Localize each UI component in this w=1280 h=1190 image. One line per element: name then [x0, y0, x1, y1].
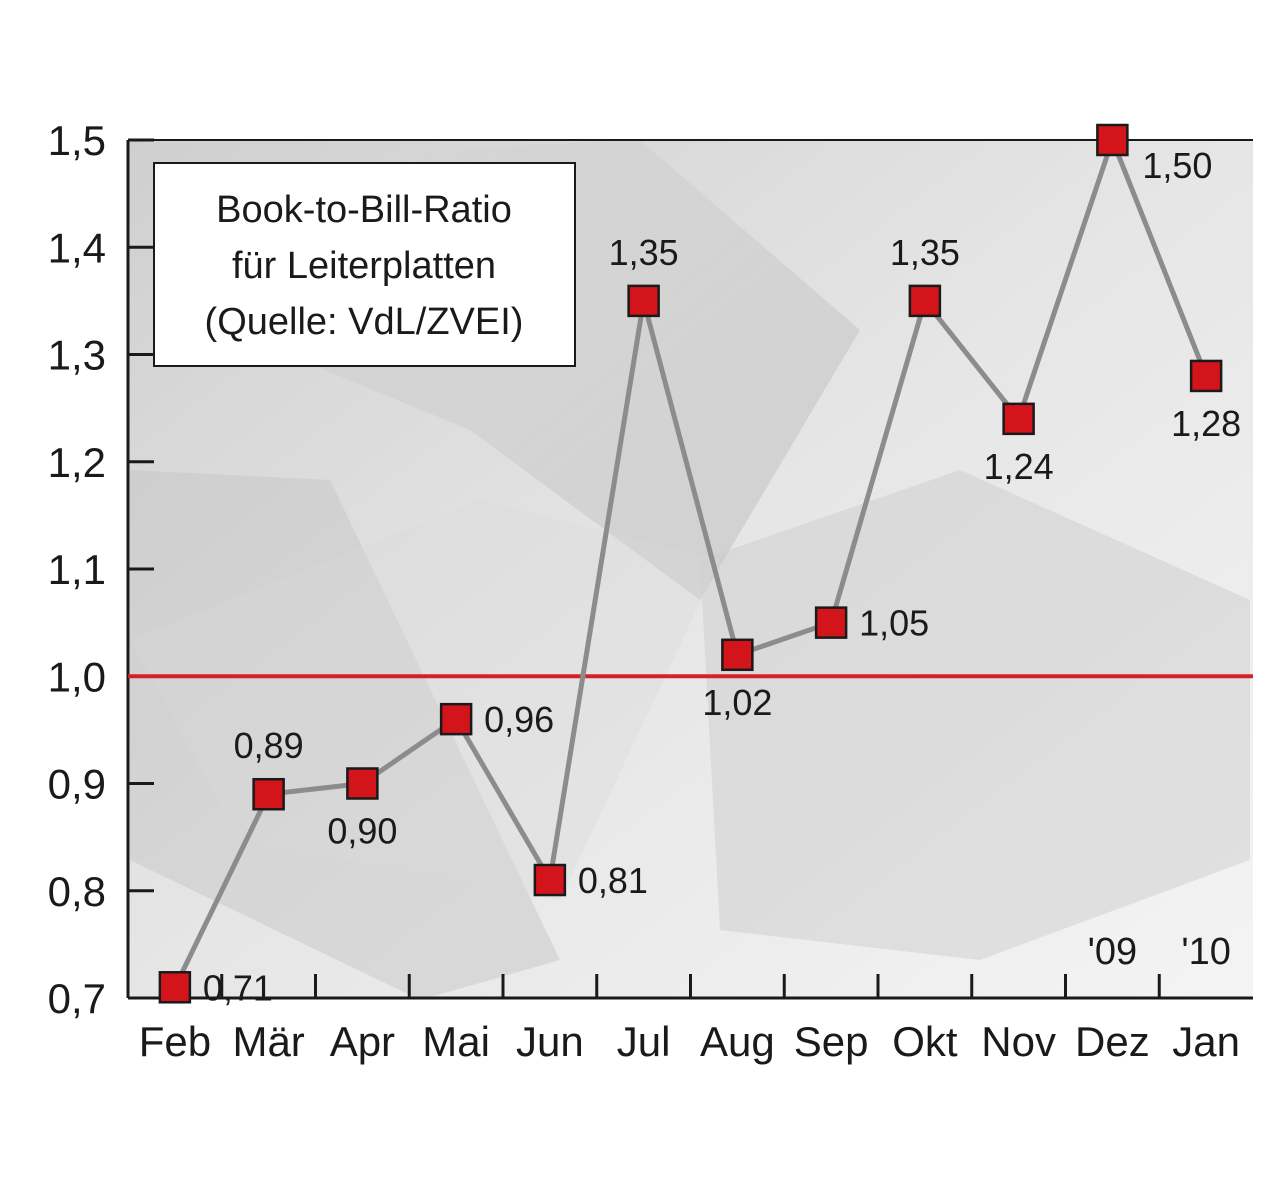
- y-tick-label: 0,8: [48, 868, 106, 915]
- data-label: 1,24: [984, 446, 1054, 487]
- data-label: 0,89: [234, 725, 304, 766]
- data-point-marker: [627, 284, 660, 318]
- data-point-marker: [158, 971, 192, 1004]
- y-tick-label: 0,7: [48, 975, 106, 1022]
- data-point-marker: [252, 777, 285, 811]
- x-axis: Feb Mär Apr Mai Jun Jul Aug Sep Okt Nov Dez Jan: [128, 974, 1253, 1065]
- x-tick-label: Okt: [892, 1018, 958, 1065]
- data-labels: 0,71 0,89 0,90 0,96 0,81 1,35 1,02 1,05 1,35 1,24…: [203, 145, 1241, 1008]
- x-tick-label: Jan: [1172, 1018, 1240, 1065]
- x-tick-label: Sep: [794, 1018, 869, 1065]
- data-label: 1,02: [702, 682, 772, 723]
- data-point-marker: [1096, 123, 1129, 157]
- x-tick-label: Mai: [422, 1018, 490, 1065]
- y-tick-label: 1,0: [48, 653, 106, 700]
- chart-title-line-2: für Leiterplatten: [232, 245, 496, 287]
- y-axis: 0,7 0,8 0,9 1,0 1,1 1,2 1,3 1,4 1,5: [48, 117, 1253, 1022]
- data-point-marker: [439, 702, 473, 736]
- series-markers: [158, 123, 1223, 1004]
- chart-title-box: Book-to-Bill-Ratio für Leiterplatten (Qu…: [153, 162, 576, 367]
- y-tick-label: 1,5: [48, 117, 106, 164]
- data-label: 0,90: [327, 811, 397, 852]
- data-point-marker: [908, 284, 942, 318]
- y-tick-label: 1,3: [48, 332, 106, 379]
- x-tick-label: Jun: [516, 1018, 584, 1065]
- chart-title-line-1: Book-to-Bill-Ratio: [216, 189, 512, 231]
- data-label: 0,71: [203, 967, 273, 1008]
- year-markers: '09 '10: [1088, 931, 1231, 973]
- x-tick-label: Feb: [139, 1018, 211, 1065]
- data-label: 1,35: [890, 232, 960, 273]
- data-point-marker: [533, 863, 567, 897]
- data-label: 0,81: [578, 860, 648, 901]
- year-marker-label: '10: [1181, 931, 1231, 973]
- x-tick-label: Apr: [330, 1018, 395, 1065]
- x-tick-label: Mär: [232, 1018, 304, 1065]
- year-marker-label: '09: [1088, 931, 1138, 973]
- data-label: 1,50: [1142, 145, 1212, 186]
- x-tick-label: Aug: [700, 1018, 775, 1065]
- y-tick-label: 1,2: [48, 439, 106, 486]
- data-point-marker: [721, 638, 754, 672]
- y-tick-label: 1,4: [48, 224, 106, 271]
- x-tick-label: Nov: [981, 1018, 1056, 1065]
- data-label: 0,96: [484, 699, 554, 740]
- x-tick-label: Dez: [1075, 1018, 1150, 1065]
- y-tick-label: 0,9: [48, 761, 106, 808]
- chart-title-line-3: (Quelle: VdL/ZVEI): [205, 301, 524, 343]
- data-label: 1,05: [859, 603, 929, 644]
- data-point-marker: [1189, 359, 1223, 393]
- data-label: 1,28: [1171, 403, 1241, 444]
- data-point-marker: [814, 606, 848, 639]
- data-label: 1,35: [609, 232, 679, 273]
- y-tick-label: 1,1: [48, 546, 106, 593]
- data-point-marker: [1002, 402, 1035, 436]
- x-tick-label: Jul: [617, 1018, 671, 1065]
- data-point-marker: [346, 767, 379, 800]
